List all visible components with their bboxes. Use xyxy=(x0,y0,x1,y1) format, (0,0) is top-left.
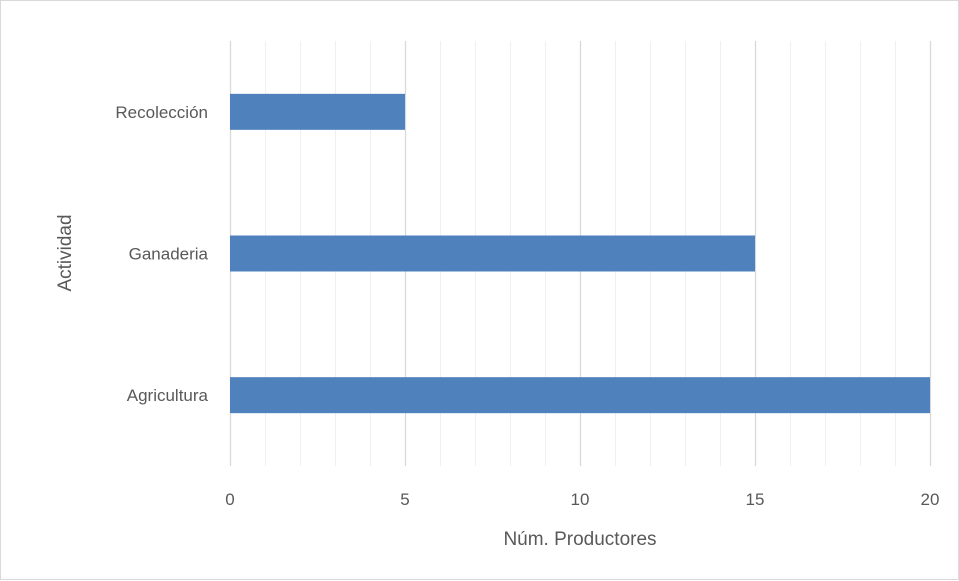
bar-ganaderia xyxy=(230,235,755,272)
x-tick-label: 0 xyxy=(225,490,234,509)
bar-agricultura xyxy=(230,377,930,414)
bar-recolección xyxy=(230,93,405,130)
x-tick-label: 15 xyxy=(746,490,765,509)
x-tick-label: 5 xyxy=(400,490,409,509)
bars xyxy=(230,93,930,414)
x-tick-label: 10 xyxy=(571,490,590,509)
y-tick-label: Recolección xyxy=(115,103,208,122)
y-tick-label: Ganaderia xyxy=(129,245,209,264)
y-tick-label: Agricultura xyxy=(127,386,209,405)
x-axis-title: Núm. Productores xyxy=(503,529,656,550)
y-axis-category-labels: Agricultura Ganaderia Recolección xyxy=(115,103,208,405)
y-axis-title: Actividad xyxy=(55,214,76,291)
x-axis-tick-labels: 0 5 10 15 20 xyxy=(225,490,939,509)
x-tick-label: 20 xyxy=(921,490,940,509)
